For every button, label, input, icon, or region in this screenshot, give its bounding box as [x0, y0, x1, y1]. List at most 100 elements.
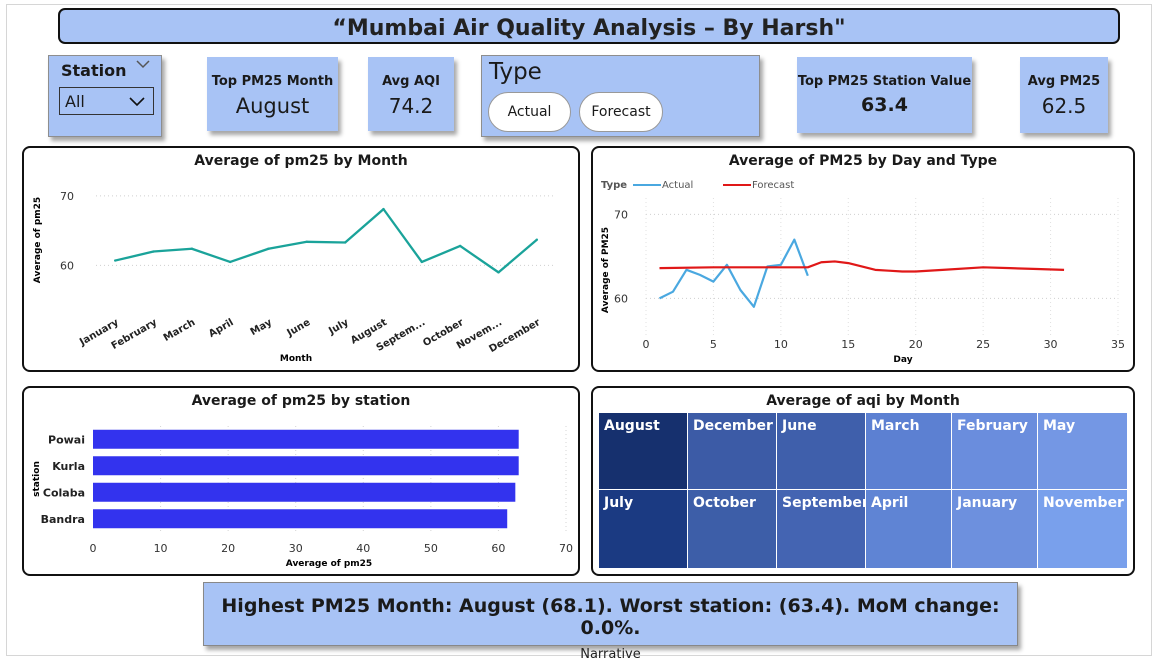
station-bar-bandra [93, 509, 508, 529]
top-station-value: 63.4 [861, 94, 908, 116]
x-tick-label: 60 [491, 542, 505, 555]
top-month-label: Top PM25 Month [211, 74, 334, 89]
y-tick-label: 60 [60, 259, 74, 272]
top-month-value: August [235, 94, 310, 118]
x-axis-title: Average of pm25 [286, 559, 372, 569]
treemap-cell-february: February [952, 413, 1038, 490]
type-slicer[interactable]: Type Actual Forecast [481, 55, 760, 137]
series-line-actual [658, 238, 809, 308]
treemap-cell-july: July [599, 490, 688, 569]
y-tick-label: 60 [614, 292, 628, 305]
pm25-by-station-chart: 0 10 20 30 40 50 60 70 Powai Kurla Colaba Bandra Ave… [32, 426, 573, 569]
x-tick-label: July [326, 317, 351, 338]
treemap-cell-january: January [952, 490, 1038, 569]
narrative-box: Highest PM25 Month: August (68.1). Worst… [203, 582, 1018, 662]
avg-pm25-label: Avg PM25 [1027, 74, 1101, 89]
y-axis-title: Average of PM25 [601, 227, 611, 313]
x-tick-label: 40 [356, 542, 370, 555]
treemap-cell-june: June [777, 413, 866, 490]
x-tick-label: April [207, 317, 236, 340]
data-point [228, 260, 232, 264]
legend-title: Type [601, 180, 627, 191]
top-month-card: Top PM25 Month August [207, 57, 338, 131]
treemap-cell-august: August [599, 413, 688, 490]
treemap-cell-may: May [1038, 413, 1128, 490]
pm25-month-series-line [114, 207, 538, 274]
data-point [497, 271, 500, 274]
x-tick-label: 20 [909, 338, 923, 351]
type-slicer-label: Type [489, 59, 542, 85]
avg-pm25-value: 62.5 [1041, 94, 1087, 118]
data-point [343, 241, 347, 244]
station-dropdown[interactable]: All [59, 87, 154, 115]
legend-entry: Actual [662, 180, 693, 191]
station-bar-kurla [93, 456, 519, 476]
y-axis-title: station [32, 461, 42, 497]
station-bar-powai [93, 429, 519, 449]
treemap-cell-march: March [866, 413, 952, 490]
station-slicer-label: Station [61, 61, 127, 80]
data-point [113, 259, 117, 262]
x-tick-label: June [285, 317, 313, 340]
narrative-text: Highest PM25 Month: August (68.1). Worst… [221, 595, 1000, 639]
top-station-card: Top PM25 Station Value 63.4 [797, 57, 972, 133]
x-tick-label: 30 [289, 542, 303, 555]
station-bar-colaba [93, 482, 516, 502]
narrative-caption: Narrative [580, 647, 641, 662]
x-tick-label: 50 [424, 542, 438, 555]
pm25-by-month-panel: Average of pm25 by Month 60 70 January Febr… [22, 146, 580, 372]
pm25-by-day-panel: Average of PM25 by Day and Type 60 70 0 5 10… [591, 146, 1135, 372]
treemap-cell-september: September [777, 490, 869, 569]
data-point [152, 250, 155, 253]
avg-aqi-card: Avg AQI 74.2 [368, 57, 454, 131]
data-point [535, 238, 539, 241]
y-tick-label: Colaba [43, 486, 85, 499]
data-point [190, 247, 194, 250]
station-slicer[interactable]: Station All [48, 55, 162, 137]
avg-aqi-label: Avg AQI [382, 74, 440, 89]
station-dropdown-value: All [65, 92, 85, 111]
chevron-down-icon[interactable] [127, 91, 147, 115]
x-tick-label: 25 [976, 338, 990, 351]
series-line-forecast [659, 260, 1065, 273]
y-axis-title: Average of pm25 [33, 197, 43, 283]
aqi-by-month-title: Average of aqi by Month [766, 393, 960, 409]
report-title: “Mumbai Air Quality Analysis – By Harsh" [58, 8, 1120, 44]
type-option-actual[interactable]: Actual [488, 92, 571, 132]
x-axis-title: Month [280, 354, 312, 364]
y-tick-label: Kurla [52, 460, 85, 473]
aqi-by-month-panel: Average of aqi by Month August December Ju… [591, 386, 1135, 576]
y-tick-label: Bandra [41, 513, 85, 526]
legend-entry: Forecast [752, 180, 794, 191]
x-tick-label: 0 [643, 338, 650, 351]
x-tick-label: 10 [774, 338, 788, 351]
pm25-by-day-title: Average of PM25 by Day and Type [728, 153, 998, 169]
x-tick-label: 30 [1044, 338, 1058, 351]
x-tick-label: 35 [1111, 338, 1125, 351]
y-tick-label: 70 [60, 190, 74, 203]
data-point [267, 247, 270, 250]
data-point [420, 260, 424, 264]
pm25-by-station-panel: Average of pm25 by station 0 10 20 30 40 50 60… [22, 386, 580, 576]
chevron-down-icon[interactable] [135, 58, 151, 74]
top-station-label: Top PM25 Station Value [797, 74, 972, 89]
x-tick-label: 20 [221, 542, 235, 555]
pm25-by-month-title: Average of pm25 by Month [194, 153, 408, 169]
x-tick-label: 70 [559, 542, 573, 555]
treemap-cell-april: April [866, 490, 952, 569]
pm25-by-day-chart: 60 70 0 5 10 15 20 25 30 35 Type Actual Forecast Day A… [601, 180, 1125, 365]
aqi-treemap: August December June March February May July Oc… [599, 413, 1128, 569]
avg-aqi-value: 74.2 [388, 94, 434, 118]
treemap-cell-october: October [688, 490, 777, 569]
x-tick-label: 15 [841, 338, 855, 351]
pm25-by-station-title: Average of pm25 by station [191, 393, 411, 409]
x-tick-label: March [162, 317, 198, 344]
x-tick-label: May [249, 317, 275, 338]
type-option-forecast[interactable]: Forecast [579, 92, 663, 132]
x-tick-label: 0 [90, 542, 97, 555]
treemap-cell-november: November [1038, 490, 1128, 569]
x-axis-title: Day [893, 355, 912, 365]
y-tick-label: 70 [614, 208, 628, 221]
treemap-cell-december: December [688, 413, 777, 490]
